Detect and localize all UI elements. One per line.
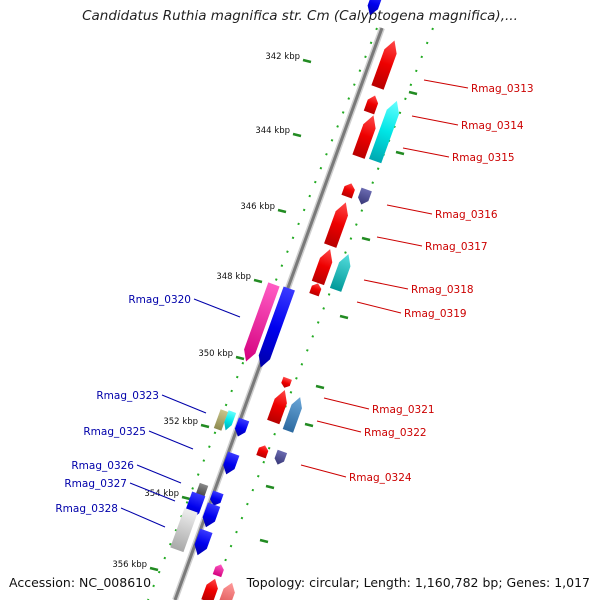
gene-shape-rmag-0316[interactable] [356,187,372,207]
label-leader-line [376,236,423,247]
scale-label: 342 kbp [265,52,300,62]
scale-tick [265,484,275,490]
gene-shape-bottom-pink[interactable] [212,563,226,578]
scale-tick [395,150,405,156]
gene-label[interactable]: Rmag_0325 [83,426,146,438]
gene-label[interactable]: Rmag_0314 [461,120,524,132]
gene-label[interactable]: Rmag_0326 [71,460,134,472]
gene-shape-rmag-0323-olive[interactable] [213,409,229,431]
scale-tick [304,422,314,428]
gene-label[interactable]: Rmag_0323 [96,390,159,402]
gene-shape-rmag-0324[interactable] [273,449,288,467]
gene-label[interactable]: Rmag_0313 [471,83,534,95]
gene-shape-bottom-red[interactable] [201,577,220,600]
label-leader-line [316,420,362,433]
label-leader-line [423,79,469,89]
gene-label[interactable]: Rmag_0315 [452,152,515,164]
gene-label[interactable]: Rmag_0321 [372,404,435,416]
gene-shape-small-red-2[interactable] [341,182,356,199]
gene-label[interactable]: Rmag_0327 [64,478,127,490]
outer-track-guide [209,27,434,600]
gene-label[interactable]: Rmag_0318 [411,284,474,296]
gene-label[interactable]: Rmag_0322 [364,427,427,439]
scale-ticks: 342 kbp 344 kbp 346 kbp 348 kbp 350 kbp 352 k… [112,52,418,572]
scale-tick [277,208,287,214]
gene-shape-rmag-0325[interactable] [221,451,240,477]
gene-shape-rmag-0314[interactable] [352,113,379,159]
gene-shape-rmag-0323-blue[interactable] [233,417,250,439]
accession-text: Accession: NC_008610 [9,575,152,590]
scale-label: 350 kbp [198,349,233,359]
gene-shape-small-red-3[interactable] [256,444,269,459]
label-leader-line [129,482,176,502]
scale-tick [302,58,312,64]
scale-tick [292,132,302,138]
scale-tick [200,423,210,429]
gene-shape-rmag-0326-dark[interactable] [195,482,209,498]
label-leader-line [120,507,166,528]
gene-label[interactable]: Rmag_0320 [128,294,191,306]
label-leader-line [402,147,450,158]
scale-label: 346 kbp [240,202,275,212]
gene-shape-rmag-0315[interactable] [368,99,403,164]
gene-shape-rmag-0321-small[interactable] [280,376,292,389]
scale-tick [181,495,191,501]
label-leader-line [323,397,370,410]
gene-shape-small-red-1[interactable] [363,94,380,115]
gene-labels: Rmag_0313 Rmag_0314 Rmag_0315 Rmag_0316 Rmag… [55,79,534,528]
gene-label[interactable]: Rmag_0316 [435,209,498,221]
gene-shape-rmag-0318[interactable] [311,247,336,286]
scale-tick [315,384,325,390]
gene-label[interactable]: Rmag_0328 [55,503,118,515]
label-leader-line [363,279,409,290]
gene-label[interactable]: Rmag_0319 [404,308,467,320]
label-leader-line [411,115,459,126]
gene-shape-rmag-0328-grey[interactable] [170,507,198,553]
scale-tick [235,355,245,361]
label-leader-line [300,464,347,478]
map-title: Candidatus Ruthia magnifica str. Cm (Cal… [82,8,518,24]
gene-shape-rmag-0319[interactable] [309,282,322,297]
gene-shape-rmag-0317[interactable] [324,200,352,248]
gene-shape-rmag-0320[interactable] [240,282,280,363]
scale-label: 344 kbp [255,126,290,136]
gene-shape-rmag-0323-cyan[interactable] [222,410,237,432]
scale-label: 352 kbp [163,417,198,427]
scale-tick [253,278,263,284]
gene-label[interactable]: Rmag_0317 [425,241,488,253]
scale-label: 348 kbp [216,272,251,282]
gene-shape-rmag-0322[interactable] [282,395,306,433]
label-leader-line [356,301,402,314]
gene-shape-rmag-0318b[interactable] [329,252,354,292]
gene-shape-rmag-0321[interactable] [267,388,291,425]
scale-tick [259,538,269,544]
gene-label[interactable]: Rmag_0324 [349,472,412,484]
gene-shape-rmag-0313[interactable] [371,38,400,90]
gene-shape-rmag-0327[interactable] [208,490,224,508]
label-leader-line [161,394,207,414]
topology-text: Topology: circular; Length: 1,160,782 bp… [246,575,590,590]
gene-shape-rmag-0328a[interactable] [200,502,221,530]
label-leader-line [386,204,433,215]
scale-tick [408,90,418,96]
gene-shape-bottom-lightred[interactable] [218,581,237,600]
scale-tick [339,314,349,320]
scale-tick [149,566,159,572]
gene-features [170,0,403,600]
label-leader-line [136,464,182,484]
gene-shape-upper-blue[interactable] [365,0,384,17]
scale-label: 356 kbp [112,560,147,570]
label-leader-line [148,430,194,450]
label-leader-line [193,298,241,318]
scale-tick [361,236,371,242]
scale-label: 354 kbp [144,489,179,499]
gene-shape-rmag-0320b[interactable] [255,286,295,369]
gene-shape-rmag-0328b[interactable] [191,528,213,558]
